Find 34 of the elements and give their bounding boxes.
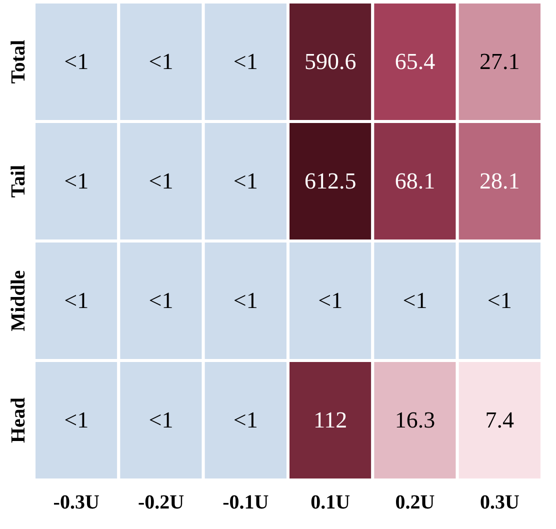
text: <1 — [233, 407, 258, 432]
data-label: 27.1 — [480, 48, 520, 74]
text: <1 — [318, 288, 343, 313]
y-tick-label: Middle — [8, 270, 30, 332]
text: <1 — [148, 48, 174, 74]
text: <1 — [64, 48, 89, 74]
data-label: 16.3 — [394, 407, 436, 432]
text: <1 — [233, 168, 258, 194]
x-tick-label: -0.2U — [138, 492, 184, 514]
text: <1 — [402, 288, 428, 313]
text: <1 — [64, 288, 89, 313]
text: <1 — [64, 407, 89, 432]
text: <1 — [64, 168, 89, 194]
data-label: 28.1 — [480, 168, 520, 194]
text: <1 — [148, 407, 174, 432]
data-label: 612.5 — [304, 168, 356, 194]
data-label: 68.1 — [394, 168, 436, 194]
x-tick-label: -0.3U — [53, 492, 100, 514]
data-label: 112 — [314, 407, 348, 432]
data-label: 7.4 — [485, 407, 515, 432]
data-label: 590.6 — [304, 48, 356, 74]
text: <1 — [487, 288, 512, 313]
text: <1 — [233, 48, 258, 74]
y-tick-label: Tail — [8, 164, 30, 198]
text: <1 — [233, 288, 258, 313]
x-tick-label: 0.2U — [395, 492, 435, 514]
text: <1 — [148, 288, 174, 313]
x-tick-label: -0.1U — [222, 492, 269, 514]
text: <1 — [148, 168, 174, 194]
y-tick-label: Total — [8, 39, 30, 84]
data-label: 65.4 — [394, 48, 436, 74]
x-tick-label: 0.1U — [310, 492, 350, 514]
x-tick-label: 0.3U — [480, 492, 520, 514]
y-tick-label: Head — [8, 397, 30, 444]
